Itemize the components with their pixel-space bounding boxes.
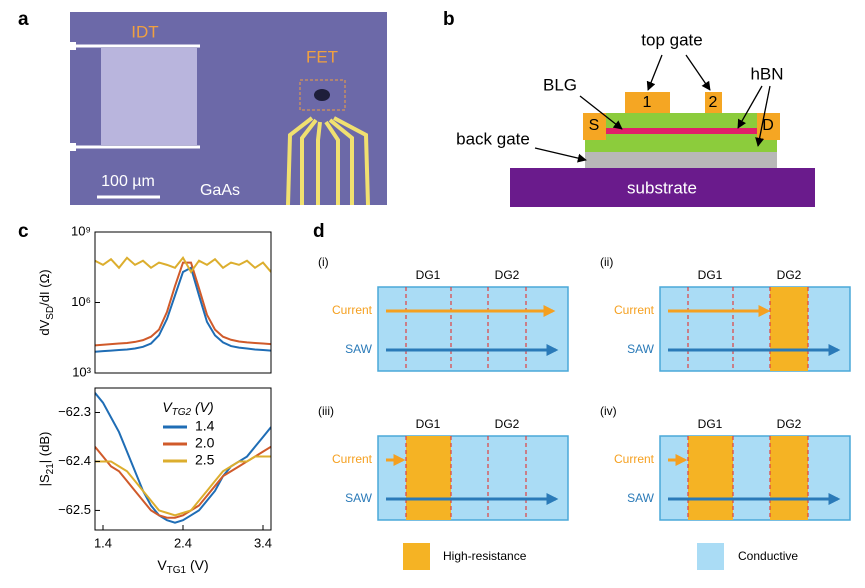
y-axis-label-part: /dI (Ω) bbox=[37, 269, 52, 305]
legend-swatch bbox=[697, 543, 724, 570]
panel-label: b bbox=[443, 9, 455, 30]
gate-label: DG1 bbox=[416, 417, 441, 431]
device-stack bbox=[510, 54, 815, 207]
high-resistance-region bbox=[770, 287, 808, 371]
y-tick-label: 10⁹ bbox=[71, 223, 91, 238]
y-tick-label: −62.5 bbox=[58, 502, 91, 517]
y-axis-label-part: | (dB) bbox=[37, 432, 52, 464]
y-tick-label: 10⁶ bbox=[71, 294, 91, 309]
legend-title-part: (V) bbox=[191, 399, 214, 415]
high-resistance-region bbox=[406, 436, 451, 520]
x-axis-label-part: (V) bbox=[186, 557, 209, 573]
x-axis-label-part: V bbox=[157, 557, 167, 573]
gate-label: DG2 bbox=[495, 417, 520, 431]
series-line bbox=[95, 266, 271, 353]
source-label: S bbox=[589, 117, 600, 134]
hbn-label: hBN bbox=[750, 64, 783, 83]
high-resistance-region bbox=[688, 436, 733, 520]
legend-label: 2.0 bbox=[195, 435, 215, 451]
x-tick-label: 1.4 bbox=[94, 535, 112, 550]
row-label: Current bbox=[332, 452, 373, 466]
panel-label: c bbox=[18, 221, 29, 242]
channel bbox=[659, 286, 851, 372]
gate-label: DG2 bbox=[777, 268, 802, 282]
legend-title-part: TG2 bbox=[172, 407, 192, 418]
subpanel-label: (iv) bbox=[600, 404, 617, 418]
x-tick-label: 3.4 bbox=[254, 535, 272, 550]
subpanel-label: (iii) bbox=[318, 404, 334, 418]
y-tick-label: −62.4 bbox=[58, 453, 91, 468]
series-line bbox=[95, 255, 271, 274]
y-axis-label-part: |S bbox=[37, 474, 52, 486]
y-tick-label: 10³ bbox=[72, 364, 91, 379]
top-gate-label: top gate bbox=[641, 30, 702, 49]
x-axis-label: VTG1 (V) bbox=[157, 557, 208, 576]
material-label: GaAs bbox=[200, 182, 240, 199]
gate-label: DG2 bbox=[495, 268, 520, 282]
y-axis-label: |S21| (dB) bbox=[37, 432, 55, 487]
subpanel-label: (i) bbox=[318, 255, 329, 269]
legend-title-part: V bbox=[162, 399, 173, 415]
series-line bbox=[95, 455, 271, 517]
row-label: Current bbox=[614, 303, 655, 317]
legend-label: High-resistance bbox=[443, 549, 527, 563]
gate-label: DG1 bbox=[416, 268, 441, 282]
x-tick-label: 2.4 bbox=[174, 535, 192, 550]
drain-label: D bbox=[762, 117, 774, 134]
x-axis-label-part: TG1 bbox=[167, 565, 187, 576]
high-resistance-region bbox=[770, 436, 808, 520]
channel bbox=[377, 286, 569, 372]
blg-label: BLG bbox=[543, 75, 577, 94]
row-label: Current bbox=[614, 452, 655, 466]
subpanel-label: (ii) bbox=[600, 255, 613, 269]
gate2-label: 2 bbox=[709, 94, 718, 111]
micrograph bbox=[70, 12, 387, 206]
y-axis-label-part: dV bbox=[37, 319, 52, 335]
y-axis-label-part: 21 bbox=[45, 463, 56, 475]
back-gate-label: back gate bbox=[456, 129, 530, 148]
legend-swatch bbox=[403, 543, 430, 570]
scale-label: 100 µm bbox=[101, 173, 155, 190]
row-label: Current bbox=[332, 303, 373, 317]
row-label: SAW bbox=[627, 342, 655, 356]
gate-label: DG2 bbox=[777, 417, 802, 431]
series-line bbox=[95, 392, 271, 524]
row-label: SAW bbox=[627, 491, 655, 505]
legend-title: VTG2 (V) bbox=[162, 399, 213, 418]
gate-label: DG1 bbox=[698, 417, 723, 431]
y-axis-label: dVSD/dI (Ω) bbox=[37, 269, 55, 335]
legend-label: 2.5 bbox=[195, 452, 215, 468]
y-tick-label: −62.3 bbox=[58, 404, 91, 419]
series-line bbox=[95, 445, 271, 519]
idt-label: IDT bbox=[131, 22, 158, 41]
fet-label: FET bbox=[306, 47, 338, 66]
state-diagrams: (i) DG1 DG2 Current SAW (ii) DG1 DG2 Current SAW (… bbox=[318, 255, 851, 570]
series-line bbox=[95, 261, 271, 347]
y-axis-label-part: SD bbox=[45, 306, 56, 320]
row-label: SAW bbox=[345, 342, 373, 356]
gate1-label: 1 bbox=[643, 94, 652, 111]
legend-label: 1.4 bbox=[195, 418, 215, 434]
gate-label: DG1 bbox=[698, 268, 723, 282]
panel-label: d bbox=[313, 221, 325, 242]
plot-frame bbox=[94, 231, 272, 374]
panel-label: a bbox=[18, 9, 29, 30]
legend-label: Conductive bbox=[738, 549, 798, 563]
row-label: SAW bbox=[345, 491, 373, 505]
substrate-label: substrate bbox=[627, 178, 697, 197]
